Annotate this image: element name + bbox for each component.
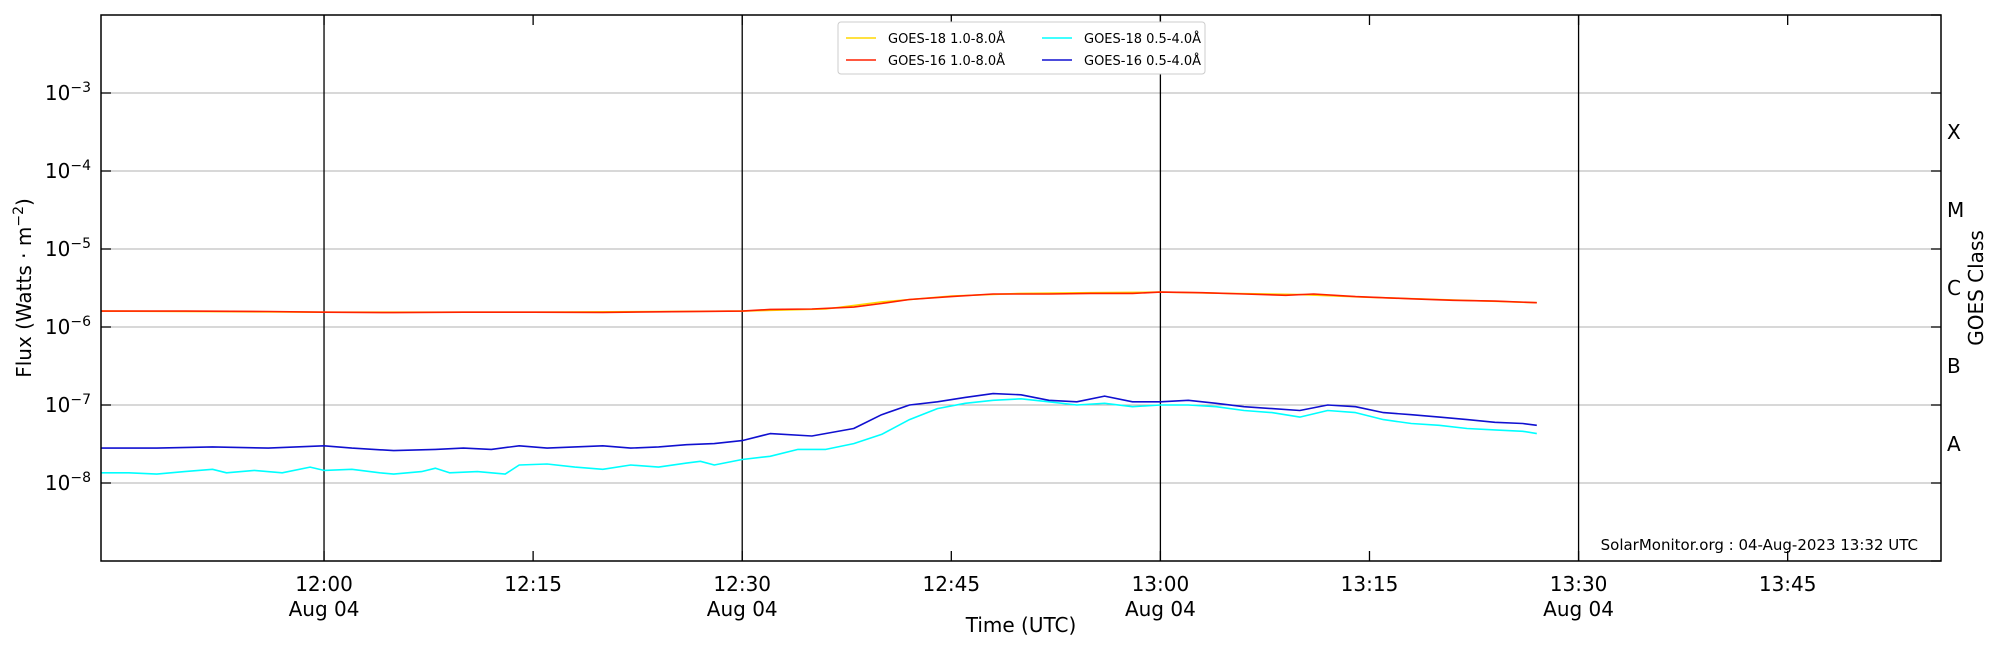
x-tick-label: 12:15 (504, 572, 562, 596)
plot-frame (100, 14, 1942, 562)
x-tick-date-label: Aug 04 (1125, 597, 1196, 621)
y-tick-label: 10−4 (45, 158, 91, 183)
x-tick-label: 12:00 (295, 572, 353, 596)
x-tick-label: 13:15 (1341, 572, 1399, 596)
x-axis-title: Time (UTC) (965, 613, 1077, 637)
y-axis-title-close: ) (12, 198, 36, 206)
x-tick-date-label: Aug 04 (1543, 597, 1614, 621)
y-axis-title: Flux (Watts · m−2) (11, 198, 36, 378)
legend-label: GOES-16 0.5-4.0Å (1084, 53, 1201, 69)
goes-class-label: X (1947, 120, 1961, 144)
y-tick-label: 10−5 (45, 236, 91, 261)
x-tick-label: 13:00 (1132, 572, 1190, 596)
y-axis-title-text: Flux (Watts · m (12, 227, 36, 378)
legend-label: GOES-16 1.0-8.0Å (888, 53, 1005, 69)
y-tick-label: 10−8 (45, 470, 91, 495)
series-lines (100, 291, 1537, 475)
goes-class-label: M (1947, 198, 1964, 222)
x-tick-date-label: Aug 04 (289, 597, 360, 621)
goes-class-label: C (1947, 276, 1961, 300)
legend-label: GOES-18 1.0-8.0Å (888, 31, 1005, 47)
legend: GOES-18 1.0-8.0Å GOES-16 1.0-8.0Å GOES-18 … (837, 21, 1206, 75)
legend-box (837, 21, 1206, 75)
x-tick-label: 13:45 (1759, 572, 1817, 596)
y-tick-label: 10−6 (45, 314, 91, 339)
goes-class-axis-title: GOES Class (1964, 230, 1988, 346)
y-tick-label: 10−7 (45, 392, 91, 417)
series-line (101, 291, 1537, 314)
y-tick-label: 10−3 (45, 80, 91, 105)
x-tick-date-label: Aug 04 (707, 597, 778, 621)
series-line (101, 398, 1537, 475)
grid-lines (101, 92, 1941, 484)
y-axis-title-exponent: −2 (11, 206, 27, 227)
legend-label: GOES-18 0.5-4.0Å (1084, 31, 1201, 47)
day-marker-lines (323, 15, 1580, 561)
credit-text: SolarMonitor.org : 04-Aug-2023 13:32 UTC (1601, 536, 1918, 554)
goes-class-label: A (1947, 432, 1961, 456)
x-tick-label: 12:30 (713, 572, 771, 596)
x-tick-label: 12:45 (922, 572, 980, 596)
series-line (101, 392, 1537, 452)
goes-class-label: B (1947, 354, 1961, 378)
x-tick-label: 13:30 (1550, 572, 1608, 596)
